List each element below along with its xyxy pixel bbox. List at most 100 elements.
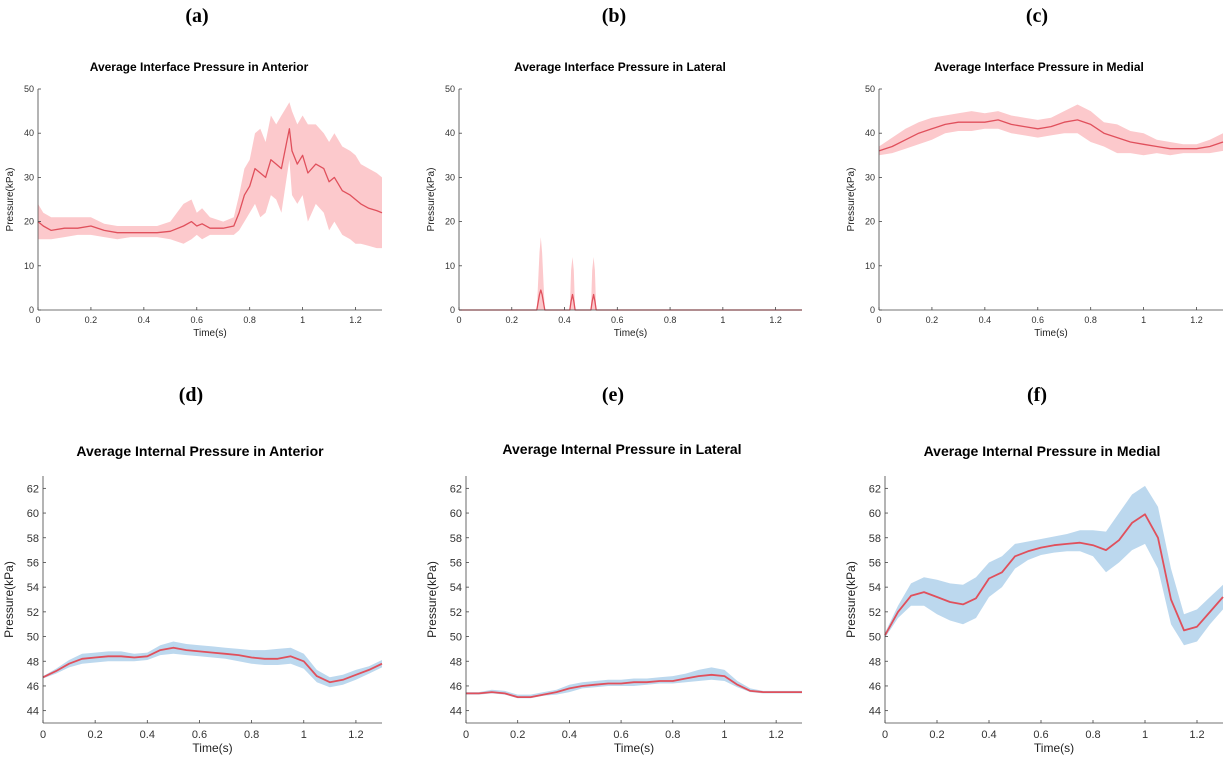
y-tick-label: 46 bbox=[450, 681, 462, 693]
x-tick-label: 0 bbox=[463, 729, 469, 741]
x-tick-label: 0.4 bbox=[981, 729, 996, 741]
x-axis-label: Time(s) bbox=[614, 741, 654, 755]
chart-title: Average Internal Pressure in Anterior bbox=[76, 443, 324, 459]
y-tick-label: 10 bbox=[24, 261, 34, 271]
x-tick-label: 1 bbox=[721, 729, 727, 741]
x-tick-label: 1.2 bbox=[769, 315, 782, 325]
panel-letter: (b) bbox=[602, 5, 626, 27]
chart-title: Average Interface Pressure in Medial bbox=[934, 60, 1144, 74]
y-tick-label: 0 bbox=[870, 305, 875, 315]
y-tick-label: 46 bbox=[869, 681, 881, 693]
x-tick-label: 1.2 bbox=[1190, 315, 1203, 325]
y-tick-label: 52 bbox=[27, 607, 39, 619]
chart-title: Average Interface Pressure in Lateral bbox=[514, 60, 726, 74]
x-tick-label: 0.4 bbox=[138, 315, 151, 325]
x-tick-label: 0.4 bbox=[140, 729, 155, 741]
series-line bbox=[878, 119, 1224, 152]
y-tick-label: 60 bbox=[450, 508, 462, 520]
chart-panel-5: (f) Average Internal Pressure in Medial 0 0… bbox=[844, 384, 1224, 755]
y-tick-label: 30 bbox=[865, 172, 875, 182]
x-tick-label: 0 bbox=[40, 729, 46, 741]
x-axis-label: Time(s) bbox=[614, 328, 648, 339]
y-tick-label: 58 bbox=[450, 533, 462, 545]
x-tick-label: 1.2 bbox=[349, 315, 362, 325]
y-tick-label: 56 bbox=[869, 557, 881, 569]
panel-letter: (e) bbox=[602, 384, 624, 406]
x-tick-label: 1 bbox=[300, 315, 305, 325]
y-tick-label: 58 bbox=[27, 533, 39, 545]
x-tick-label: 1.2 bbox=[348, 729, 363, 741]
chart-title: Average Interface Pressure in Anterior bbox=[90, 60, 309, 74]
series-line bbox=[884, 513, 1224, 636]
y-tick-label: 60 bbox=[27, 508, 39, 520]
chart-panel-3: (d) Average Internal Pressure in Anterior… bbox=[2, 384, 383, 755]
y-axis-label: Pressure(kPa) bbox=[844, 561, 858, 638]
y-tick-label: 54 bbox=[27, 582, 39, 594]
x-axis-label: Time(s) bbox=[192, 741, 232, 755]
y-tick-label: 60 bbox=[869, 508, 881, 520]
x-tick-label: 0 bbox=[35, 315, 40, 325]
y-axis-label: Pressure(kPa) bbox=[425, 561, 439, 638]
y-tick-label: 62 bbox=[450, 483, 462, 495]
chart-title: Average Internal Pressure in Lateral bbox=[502, 441, 741, 457]
y-axis-label: Pressure(kPa) bbox=[5, 168, 16, 232]
x-tick-label: 0.4 bbox=[562, 729, 577, 741]
y-tick-label: 44 bbox=[450, 706, 462, 718]
x-tick-label: 0.2 bbox=[85, 315, 98, 325]
y-tick-label: 56 bbox=[450, 557, 462, 569]
x-tick-label: 0.2 bbox=[506, 315, 519, 325]
x-tick-label: 0.4 bbox=[558, 315, 571, 325]
x-tick-label: 0.8 bbox=[665, 729, 680, 741]
chart-panel-4: (e) Average Internal Pressure in Lateral 0… bbox=[425, 384, 802, 755]
x-tick-label: 0 bbox=[882, 729, 888, 741]
x-tick-label: 0.6 bbox=[1032, 315, 1045, 325]
confidence-band bbox=[43, 641, 382, 688]
y-tick-label: 62 bbox=[869, 483, 881, 495]
chart-panel-0: (a) Average Interface Pressure in Anterio… bbox=[5, 5, 383, 339]
x-tick-label: 0.2 bbox=[510, 729, 525, 741]
chart-title: Average Internal Pressure in Medial bbox=[924, 443, 1161, 459]
y-tick-label: 62 bbox=[27, 483, 39, 495]
x-tick-label: 0.8 bbox=[243, 315, 256, 325]
x-axis-label: Time(s) bbox=[193, 328, 227, 339]
x-tick-label: 0.8 bbox=[1084, 315, 1097, 325]
x-tick-label: 0.8 bbox=[664, 315, 677, 325]
y-tick-label: 10 bbox=[445, 261, 455, 271]
y-tick-label: 0 bbox=[29, 305, 34, 315]
y-tick-label: 40 bbox=[445, 128, 455, 138]
y-tick-label: 50 bbox=[450, 632, 462, 644]
y-tick-label: 52 bbox=[450, 607, 462, 619]
y-tick-label: 0 bbox=[450, 305, 455, 315]
panel-letter: (d) bbox=[179, 384, 203, 406]
y-tick-label: 40 bbox=[24, 128, 34, 138]
x-tick-label: 0.2 bbox=[926, 315, 939, 325]
x-tick-label: 1 bbox=[301, 729, 307, 741]
x-tick-label: 1 bbox=[1142, 729, 1148, 741]
y-tick-label: 48 bbox=[27, 656, 39, 668]
panel-letter: (f) bbox=[1027, 384, 1047, 406]
x-tick-label: 0 bbox=[876, 315, 881, 325]
x-tick-label: 0.6 bbox=[191, 315, 204, 325]
y-tick-label: 46 bbox=[27, 681, 39, 693]
y-tick-label: 44 bbox=[869, 706, 881, 718]
y-tick-label: 50 bbox=[24, 84, 34, 94]
y-tick-label: 56 bbox=[27, 557, 39, 569]
confidence-band bbox=[38, 102, 382, 249]
x-tick-label: 1 bbox=[1141, 315, 1146, 325]
x-tick-label: 0.8 bbox=[244, 729, 259, 741]
series-line bbox=[466, 673, 802, 698]
series-line bbox=[459, 289, 802, 311]
y-tick-label: 50 bbox=[865, 84, 875, 94]
y-tick-label: 52 bbox=[869, 607, 881, 619]
y-tick-label: 20 bbox=[445, 217, 455, 227]
x-axis-label: Time(s) bbox=[1034, 328, 1068, 339]
confidence-band bbox=[459, 237, 802, 310]
y-tick-label: 20 bbox=[24, 217, 34, 227]
y-tick-label: 40 bbox=[865, 128, 875, 138]
x-tick-label: 0.4 bbox=[979, 315, 992, 325]
y-axis-label: Pressure(kPa) bbox=[426, 168, 437, 232]
y-tick-label: 54 bbox=[450, 582, 462, 594]
x-tick-label: 0.2 bbox=[929, 729, 944, 741]
x-tick-label: 1.2 bbox=[1189, 729, 1204, 741]
x-tick-label: 0 bbox=[456, 315, 461, 325]
